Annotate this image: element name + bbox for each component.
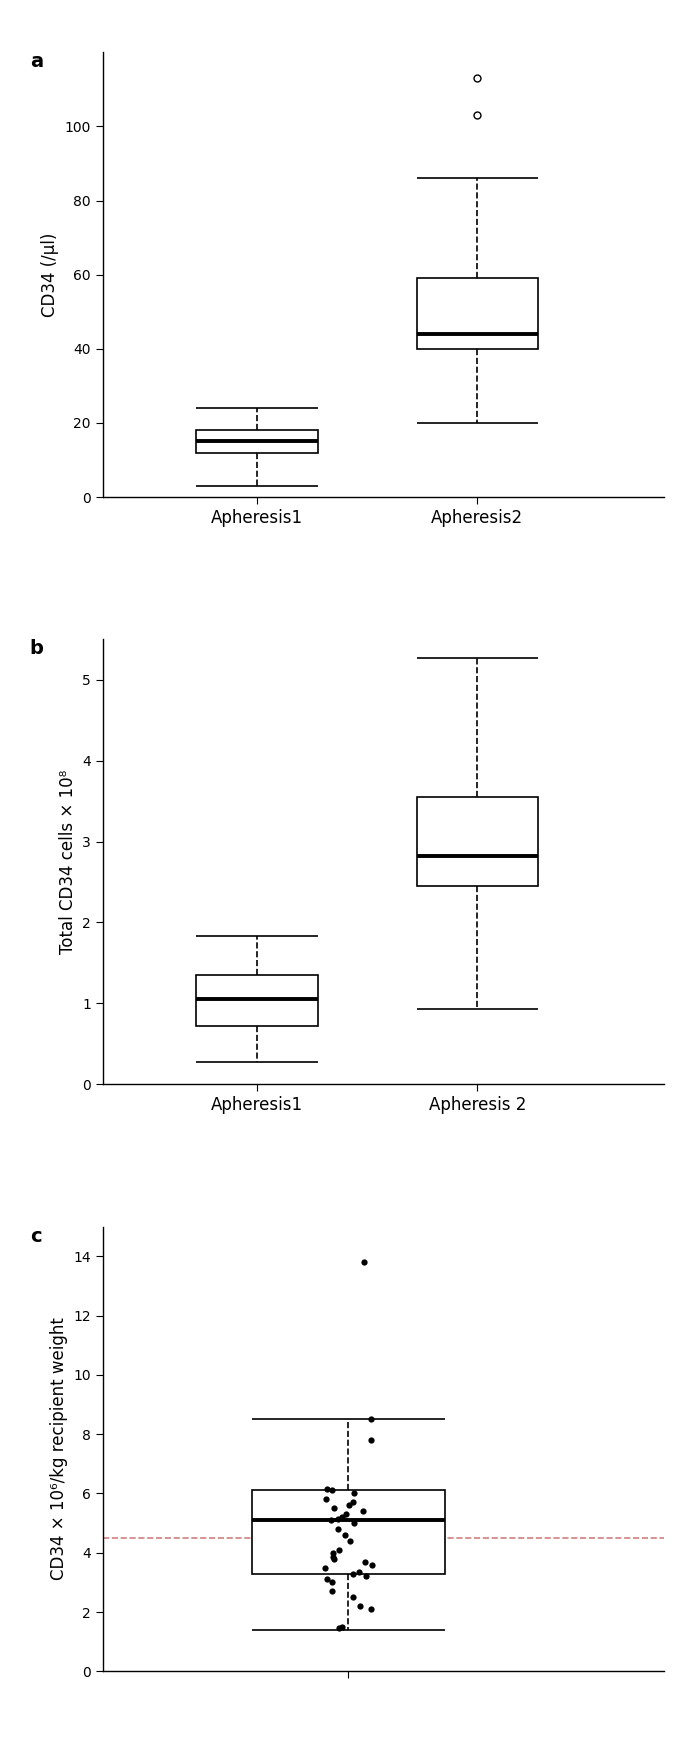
- Y-axis label: CD34 × 10⁶/kg recipient weight: CD34 × 10⁶/kg recipient weight: [50, 1318, 68, 1581]
- Text: c: c: [29, 1227, 41, 1245]
- Text: b: b: [29, 639, 44, 658]
- Bar: [197, 430, 318, 453]
- Y-axis label: Total CD34 cells × 10⁸: Total CD34 cells × 10⁸: [58, 770, 77, 954]
- Bar: [197, 975, 318, 1025]
- Text: a: a: [29, 52, 43, 71]
- Y-axis label: CD34 (/μl): CD34 (/μl): [41, 233, 59, 317]
- Bar: [416, 797, 538, 886]
- Bar: [416, 279, 538, 348]
- Bar: [252, 1490, 445, 1574]
